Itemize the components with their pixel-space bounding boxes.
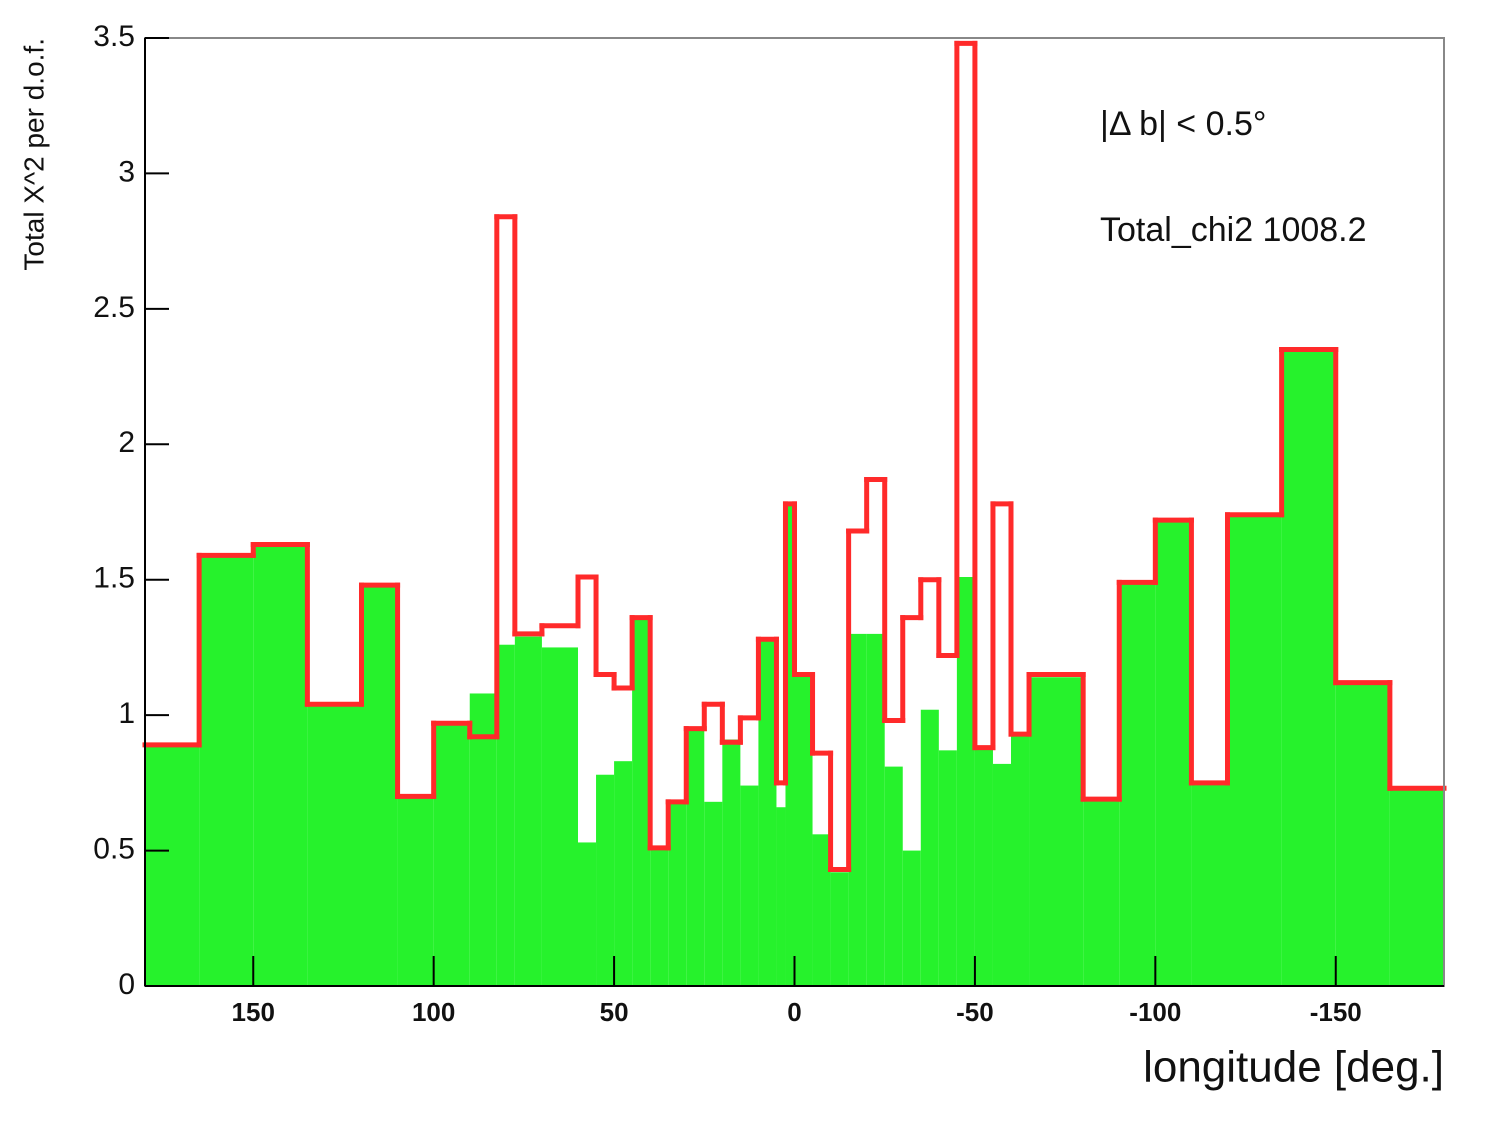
y-axis-title: Total X^2 per d.o.f.	[18, 38, 49, 271]
y-tick-label: 2	[118, 426, 135, 459]
histogram-bar	[578, 842, 597, 986]
histogram-bar	[1227, 514, 1282, 986]
histogram-bar	[614, 761, 633, 986]
x-tick-label: 100	[412, 997, 455, 1027]
histogram-bar	[1389, 788, 1444, 986]
histogram-bar	[1335, 682, 1390, 986]
histogram-bar	[866, 633, 885, 986]
histogram-bar	[758, 639, 777, 986]
y-tick-label: 0.5	[93, 832, 135, 865]
histogram-bar	[884, 766, 903, 986]
histogram-bar	[920, 709, 939, 986]
histogram-bar	[433, 723, 470, 986]
histogram-bar	[596, 774, 615, 986]
histogram-bar	[253, 544, 308, 986]
histogram-bar	[794, 674, 813, 986]
histogram-bar	[397, 796, 434, 986]
x-axis-title: longitude [deg.]	[1143, 1043, 1444, 1092]
histogram-bar	[632, 617, 651, 986]
histogram-bar	[992, 763, 1011, 986]
histogram-bar	[830, 872, 849, 986]
histogram-bar	[974, 747, 993, 986]
histogram-bar	[145, 744, 200, 986]
histogram-bar	[307, 704, 362, 986]
histogram-bar	[1083, 799, 1120, 986]
histogram-bar	[541, 647, 578, 986]
annotation: Total_chi2 1008.2	[1100, 211, 1367, 249]
histogram-bar	[902, 850, 921, 986]
y-tick-label: 2.5	[93, 291, 135, 324]
histogram-bar	[1029, 677, 1084, 986]
histogram-bar	[776, 807, 786, 986]
histogram-bar	[740, 785, 759, 986]
histogram-bar	[722, 739, 741, 986]
histogram-bar	[199, 555, 254, 986]
histogram-bar	[848, 633, 867, 986]
x-tick-label: 0	[787, 997, 801, 1027]
histogram-bar	[812, 834, 831, 986]
annotation: |Δ b| < 0.5°	[1100, 105, 1266, 143]
histogram-bar	[514, 636, 542, 986]
histogram-bar	[1155, 520, 1192, 986]
histogram-bar	[496, 644, 515, 986]
histogram-bar	[938, 750, 957, 986]
y-tick-label: 1	[118, 697, 135, 730]
histogram-bar	[469, 693, 497, 986]
histogram-bar	[704, 801, 723, 986]
x-tick-label: 50	[600, 997, 629, 1027]
y-tick-label: 3.5	[93, 20, 135, 53]
x-tick-label: -100	[1129, 997, 1181, 1027]
histogram-bar	[686, 728, 705, 986]
x-tick-label: -50	[956, 997, 994, 1027]
y-tick-label: 0	[118, 968, 135, 1001]
histogram-bar	[785, 503, 795, 986]
histogram-bar	[650, 847, 669, 986]
x-tick-label: -150	[1310, 997, 1362, 1027]
histogram-bar	[1191, 782, 1228, 986]
histogram-bar	[956, 577, 975, 986]
histogram-bar	[361, 585, 398, 986]
histogram-bar	[1011, 734, 1030, 986]
histogram-bar	[1281, 349, 1336, 986]
histogram-bar	[1119, 582, 1156, 986]
histogram-bar	[668, 801, 687, 986]
y-tick-label: 1.5	[93, 562, 135, 595]
y-tick-label: 3	[118, 155, 135, 188]
x-tick-label: 150	[232, 997, 275, 1027]
